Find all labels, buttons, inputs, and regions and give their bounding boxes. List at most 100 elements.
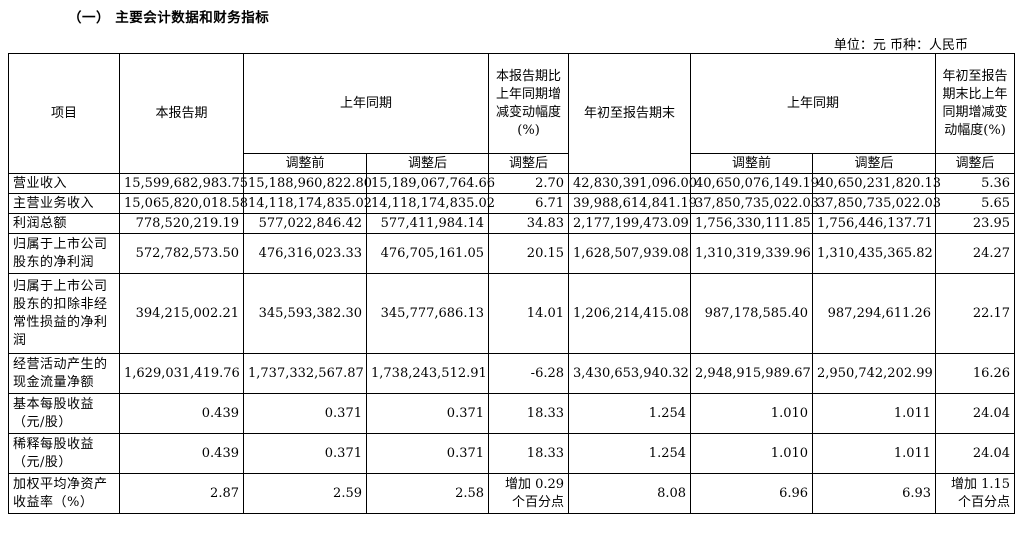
table-row: 经营活动产生的现金流量净额 1,629,031,419.76 1,737,332… bbox=[8, 353, 1016, 394]
cell-value: -6.28 bbox=[488, 353, 570, 394]
cell-value: 2.87 bbox=[119, 473, 244, 514]
cell-value: 476,705,161.05 bbox=[365, 233, 490, 274]
cell-value: 1,629,031,419.76 bbox=[119, 353, 244, 394]
cell-value: 37,850,735,022.03 bbox=[812, 193, 941, 214]
cell-value: 5.65 bbox=[935, 193, 1016, 214]
header-prev-same-period: 上年同期 bbox=[242, 53, 490, 154]
cell-value: 0.439 bbox=[119, 393, 244, 434]
header-yoy-change-current: 本报告期比上年同期增减变动幅度(%) bbox=[488, 53, 570, 154]
cell-value: 37,850,735,022.03 bbox=[690, 193, 819, 214]
cell-value: 1.010 bbox=[690, 433, 814, 474]
financial-indicators-table: 项目 本报告期 上年同期 本报告期比上年同期增减变动幅度(%) 年初至报告期末 … bbox=[8, 53, 1016, 514]
header-ytd-end: 年初至报告期末 bbox=[568, 53, 692, 174]
cell-value: 2,950,742,202.99 bbox=[812, 353, 937, 394]
cell-value: 2.58 bbox=[365, 473, 490, 514]
row-label: 主营业务收入 bbox=[8, 193, 120, 214]
cell-value: 15,188,960,822.80 bbox=[243, 173, 372, 194]
cell-value: 15,065,820,018.58 bbox=[119, 193, 248, 214]
cell-value: 1,206,214,415.08 bbox=[568, 273, 692, 354]
cell-value: 345,593,382.30 bbox=[243, 273, 367, 354]
cell-value: 1.011 bbox=[812, 433, 937, 474]
cell-value: 345,777,686.13 bbox=[365, 273, 490, 354]
table-row: 加权平均净资产收益率（%） 2.87 2.59 2.58 增加 0.29 个百分… bbox=[8, 473, 1016, 514]
header-before-adjustment: 调整前 bbox=[243, 153, 367, 174]
cell-value: 1.011 bbox=[812, 393, 937, 434]
header-after-adjustment: 调整后 bbox=[935, 153, 1016, 174]
cell-value: 2.70 bbox=[488, 173, 570, 194]
table-row: 稀释每股收益（元/股） 0.439 0.371 0.371 18.33 1.25… bbox=[8, 433, 1016, 474]
cell-value: 987,294,611.26 bbox=[812, 273, 937, 354]
cell-value: 476,316,023.33 bbox=[243, 233, 367, 274]
cell-value: 42,830,391,096.00 bbox=[568, 173, 697, 194]
cell-value: 14,118,174,835.02 bbox=[365, 193, 495, 214]
cell-value: 22.17 bbox=[935, 273, 1016, 354]
cell-value: 572,782,573.50 bbox=[119, 233, 244, 274]
cell-value: 1,756,446,137.71 bbox=[812, 213, 937, 234]
cell-value: 6.93 bbox=[812, 473, 937, 514]
cell-value: 24.04 bbox=[935, 393, 1016, 434]
cell-value: 1,628,507,939.08 bbox=[568, 233, 692, 274]
cell-value: 40,650,076,149.19 bbox=[690, 173, 819, 194]
row-label: 利润总额 bbox=[8, 213, 120, 234]
cell-value: 1.254 bbox=[568, 433, 692, 474]
header-after-adjustment: 调整后 bbox=[488, 153, 570, 174]
section-title: （一） 主要会计数据和财务指标 bbox=[68, 10, 270, 26]
row-label: 归属于上市公司股东的扣除非经常性损益的净利润 bbox=[8, 273, 120, 354]
header-after-adjustment: 调整后 bbox=[365, 153, 490, 174]
cell-value: 3,430,653,940.32 bbox=[568, 353, 692, 394]
cell-value: 1,737,332,567.87 bbox=[243, 353, 367, 394]
cell-value: 15,599,682,983.75 bbox=[119, 173, 248, 194]
cell-value: 20.15 bbox=[488, 233, 570, 274]
row-label: 归属于上市公司股东的净利润 bbox=[8, 233, 120, 274]
cell-value: 40,650,231,820.13 bbox=[812, 173, 941, 194]
cell-value: 577,411,984.14 bbox=[365, 213, 490, 234]
cell-value: 18.33 bbox=[488, 393, 570, 434]
cell-value: 2,948,915,989.67 bbox=[690, 353, 814, 394]
cell-value: 0.371 bbox=[243, 393, 367, 434]
cell-value: 24.27 bbox=[935, 233, 1016, 274]
table-row: 归属于上市公司股东的扣除非经常性损益的净利润 394,215,002.21 34… bbox=[8, 273, 1016, 354]
cell-value: 6.96 bbox=[690, 473, 814, 514]
cell-value: 16.26 bbox=[935, 353, 1016, 394]
cell-value: 394,215,002.21 bbox=[119, 273, 244, 354]
header-before-adjustment: 调整前 bbox=[690, 153, 814, 174]
cell-value: 0.371 bbox=[365, 433, 490, 474]
cell-value: 14.01 bbox=[488, 273, 570, 354]
cell-value: 987,178,585.40 bbox=[690, 273, 814, 354]
row-label: 基本每股收益（元/股） bbox=[8, 393, 120, 434]
row-label: 经营活动产生的现金流量净额 bbox=[8, 353, 120, 394]
cell-value: 23.95 bbox=[935, 213, 1016, 234]
cell-value: 15,189,067,764.66 bbox=[365, 173, 495, 194]
table-row: 利润总额 778,520,219.19 577,022,846.42 577,4… bbox=[8, 213, 1016, 234]
table-row: 基本每股收益（元/股） 0.439 0.371 0.371 18.33 1.25… bbox=[8, 393, 1016, 434]
cell-value: 39,988,614,841.19 bbox=[568, 193, 697, 214]
cell-value: 34.83 bbox=[488, 213, 570, 234]
cell-value: 增加 1.15 个百分点 bbox=[935, 473, 1016, 514]
cell-value: 0.439 bbox=[119, 433, 244, 474]
cell-value: 0.371 bbox=[243, 433, 367, 474]
cell-value: 增加 0.29 个百分点 bbox=[488, 473, 570, 514]
row-label: 稀释每股收益（元/股） bbox=[8, 433, 120, 474]
table-row: 归属于上市公司股东的净利润 572,782,573.50 476,316,023… bbox=[8, 233, 1016, 274]
header-current-period: 本报告期 bbox=[119, 53, 244, 174]
cell-value: 2.59 bbox=[243, 473, 367, 514]
cell-value: 1,310,319,339.96 bbox=[690, 233, 814, 274]
cell-value: 5.36 bbox=[935, 173, 1016, 194]
table-row: 营业收入 15,599,682,983.75 15,188,960,822.80… bbox=[8, 173, 1016, 194]
cell-value: 577,022,846.42 bbox=[243, 213, 367, 234]
cell-value: 1.254 bbox=[568, 393, 692, 434]
cell-value: 24.04 bbox=[935, 433, 1016, 474]
cell-value: 0.371 bbox=[365, 393, 490, 434]
unit-currency-line: 单位：元 币种：人民币 bbox=[833, 38, 968, 53]
row-label: 营业收入 bbox=[8, 173, 120, 194]
header-item: 项目 bbox=[8, 53, 120, 174]
cell-value: 778,520,219.19 bbox=[119, 213, 244, 234]
cell-value: 2,177,199,473.09 bbox=[568, 213, 692, 234]
header-yoy-change-ytd: 年初至报告期末比上年同期增减变动幅度(%) bbox=[935, 53, 1016, 154]
cell-value: 1,738,243,512.91 bbox=[365, 353, 490, 394]
cell-value: 18.33 bbox=[488, 433, 570, 474]
row-label: 加权平均净资产收益率（%） bbox=[8, 473, 120, 514]
cell-value: 8.08 bbox=[568, 473, 692, 514]
cell-value: 1.010 bbox=[690, 393, 814, 434]
table-row: 主营业务收入 15,065,820,018.58 14,118,174,835.… bbox=[8, 193, 1016, 214]
